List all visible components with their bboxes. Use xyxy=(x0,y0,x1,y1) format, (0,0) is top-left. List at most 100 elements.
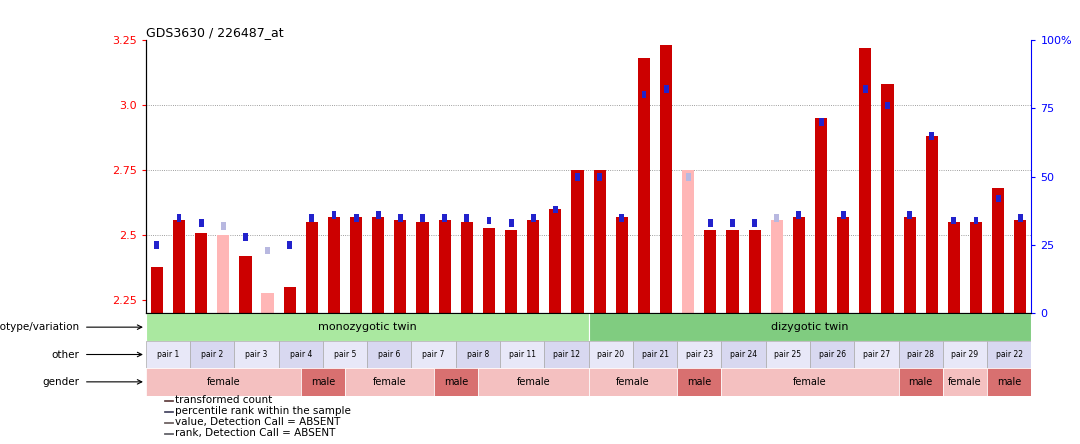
Text: female: female xyxy=(373,377,406,387)
Bar xyxy=(683,170,694,313)
Bar xyxy=(397,214,403,222)
Bar xyxy=(146,341,190,368)
Text: pair 21: pair 21 xyxy=(642,350,669,359)
Text: pair 24: pair 24 xyxy=(730,350,757,359)
Bar xyxy=(721,368,899,396)
Bar xyxy=(287,241,293,249)
Bar xyxy=(996,195,1001,202)
Bar xyxy=(730,219,735,227)
Bar xyxy=(907,211,913,219)
Bar xyxy=(993,188,1004,313)
Bar xyxy=(146,313,589,341)
Bar xyxy=(220,222,226,230)
Text: pair 4: pair 4 xyxy=(289,350,312,359)
Bar xyxy=(633,341,677,368)
Bar xyxy=(987,368,1031,396)
Text: pair 20: pair 20 xyxy=(597,350,624,359)
Bar xyxy=(478,368,589,396)
Bar xyxy=(571,170,583,313)
Text: pair 6: pair 6 xyxy=(378,350,401,359)
Text: male: male xyxy=(997,377,1022,387)
Bar xyxy=(420,214,426,222)
Bar xyxy=(505,230,517,313)
Text: GDS3630 / 226487_at: GDS3630 / 226487_at xyxy=(146,26,283,39)
Bar xyxy=(771,220,783,313)
Text: pair 7: pair 7 xyxy=(422,350,445,359)
Bar xyxy=(677,341,721,368)
Bar xyxy=(929,132,934,139)
Text: female: female xyxy=(793,377,827,387)
Text: pair 29: pair 29 xyxy=(951,350,978,359)
Bar xyxy=(265,247,270,254)
Text: female: female xyxy=(206,377,240,387)
Bar xyxy=(863,85,868,93)
Bar xyxy=(279,341,323,368)
Bar xyxy=(309,214,314,222)
Bar xyxy=(926,136,937,313)
Bar xyxy=(411,341,456,368)
Bar xyxy=(951,217,957,224)
Text: pair 26: pair 26 xyxy=(819,350,846,359)
Bar xyxy=(616,217,627,313)
Text: pair 3: pair 3 xyxy=(245,350,268,359)
Bar xyxy=(943,341,987,368)
Bar xyxy=(195,233,207,313)
Bar xyxy=(434,368,477,396)
Text: pair 25: pair 25 xyxy=(774,350,801,359)
Text: rank, Detection Call = ABSENT: rank, Detection Call = ABSENT xyxy=(175,428,335,439)
Text: male: male xyxy=(908,377,933,387)
Text: female: female xyxy=(516,377,550,387)
Text: pair 1: pair 1 xyxy=(157,350,179,359)
Text: pair 28: pair 28 xyxy=(907,350,934,359)
Bar xyxy=(306,222,318,313)
Bar xyxy=(300,368,345,396)
Bar xyxy=(810,341,854,368)
Bar xyxy=(199,219,204,227)
Text: female: female xyxy=(616,377,650,387)
Text: other: other xyxy=(52,349,80,360)
Bar xyxy=(663,85,669,93)
Bar xyxy=(350,217,362,313)
Bar xyxy=(154,241,160,249)
Bar xyxy=(373,217,384,313)
Bar xyxy=(1017,214,1023,222)
Bar xyxy=(899,368,943,396)
Bar xyxy=(748,230,760,313)
Bar xyxy=(346,368,434,396)
Bar xyxy=(721,341,766,368)
Bar xyxy=(550,209,562,313)
Bar xyxy=(854,341,899,368)
Text: dizygotic twin: dizygotic twin xyxy=(771,322,849,332)
Bar xyxy=(881,84,893,313)
Bar xyxy=(553,206,558,214)
Bar xyxy=(323,341,367,368)
Bar xyxy=(483,227,495,313)
Bar xyxy=(899,341,943,368)
Bar xyxy=(619,214,624,222)
Bar xyxy=(575,173,580,181)
Bar xyxy=(234,341,279,368)
Text: male: male xyxy=(311,377,335,387)
Bar xyxy=(151,266,163,313)
Bar xyxy=(500,341,544,368)
Bar xyxy=(840,211,846,219)
Bar xyxy=(766,341,810,368)
Bar xyxy=(438,220,450,313)
Text: pair 11: pair 11 xyxy=(509,350,536,359)
Bar xyxy=(163,422,173,423)
Bar xyxy=(704,230,716,313)
Bar xyxy=(815,118,827,313)
Bar xyxy=(367,341,411,368)
Bar xyxy=(752,219,757,227)
Bar xyxy=(677,368,721,396)
Bar xyxy=(970,222,982,313)
Bar xyxy=(461,222,473,313)
Bar xyxy=(589,341,633,368)
Text: pair 8: pair 8 xyxy=(467,350,489,359)
Bar xyxy=(353,214,359,222)
Bar xyxy=(328,217,340,313)
Bar xyxy=(261,293,273,313)
Bar xyxy=(442,214,447,222)
Bar xyxy=(163,433,173,434)
Bar xyxy=(217,235,229,313)
